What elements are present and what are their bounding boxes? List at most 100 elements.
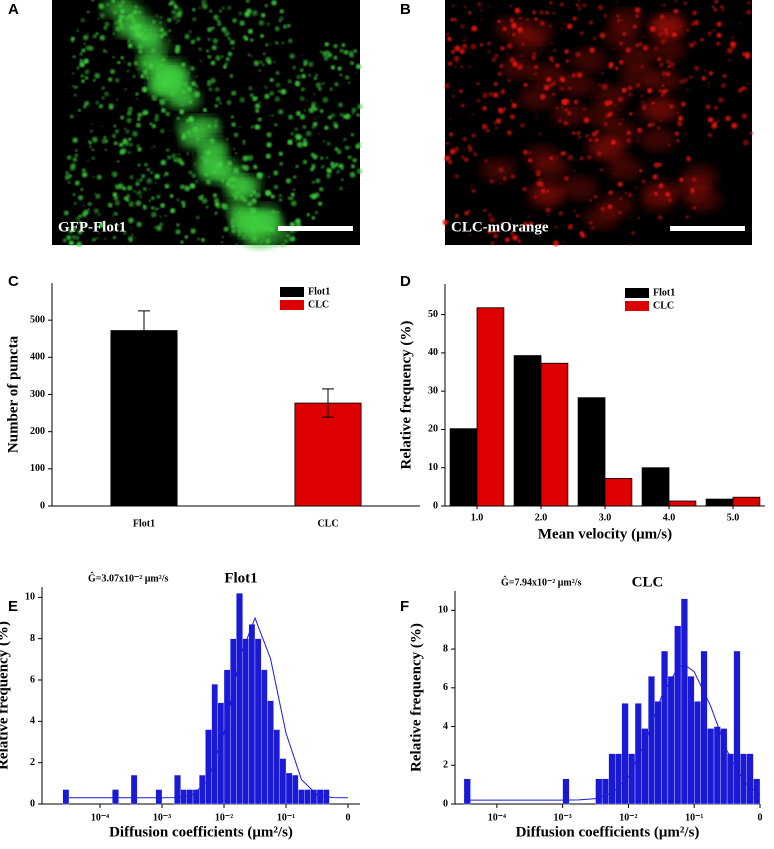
- speckle: [588, 138, 593, 142]
- speckle: [660, 93, 665, 98]
- speckle: [226, 100, 232, 105]
- speckle: [619, 60, 624, 65]
- speckle: [247, 28, 253, 34]
- speckle: [269, 192, 272, 195]
- speckle: [550, 42, 553, 45]
- speckle: [351, 164, 355, 169]
- speckle: [310, 152, 315, 157]
- histogram-bar: [615, 753, 622, 805]
- speckle: [454, 18, 458, 22]
- speckle: [585, 134, 589, 138]
- speckle: [683, 77, 688, 83]
- histogram-bar: [273, 729, 280, 805]
- speckle: [104, 91, 109, 97]
- speckle: [731, 41, 737, 48]
- y-axis-title: Relative frequency (%): [408, 623, 424, 772]
- speckle: [634, 186, 638, 190]
- speckle: [229, 74, 234, 79]
- speckle: [90, 129, 93, 133]
- speckle: [117, 60, 121, 65]
- speckle: [169, 129, 171, 132]
- speckle: [450, 17, 454, 22]
- speckle: [231, 193, 235, 197]
- speckle: [234, 195, 239, 200]
- y-tick-label: 0: [443, 798, 448, 809]
- speckle: [679, 114, 681, 117]
- speckle: [77, 108, 81, 112]
- speckle: [562, 151, 567, 156]
- speckle: [252, 190, 256, 195]
- speckle: [192, 17, 197, 22]
- speckle: [267, 175, 271, 179]
- speckle: [299, 114, 306, 120]
- speckle: [635, 43, 640, 48]
- speckle: [231, 46, 235, 50]
- speckle: [134, 5, 138, 9]
- speckle: [126, 39, 131, 43]
- speckle: [459, 89, 463, 94]
- speckle: [128, 151, 131, 154]
- speckle: [582, 3, 587, 8]
- speckle: [692, 40, 697, 46]
- speckle: [66, 235, 72, 240]
- legend-label: CLC: [308, 299, 329, 310]
- speckle: [74, 94, 77, 97]
- speckle: [493, 121, 497, 125]
- y-tick-label: 4: [443, 721, 448, 732]
- histogram-bar: [463, 778, 471, 805]
- speckle: [570, 224, 573, 227]
- speckle: [336, 172, 338, 175]
- speckle: [707, 31, 712, 36]
- speckle: [99, 12, 105, 19]
- speckle: [189, 183, 196, 189]
- speckle: [303, 109, 306, 112]
- speckle: [356, 168, 363, 175]
- speckle: [132, 74, 136, 79]
- speckle: [523, 222, 529, 228]
- x-tick-label: 4.0: [663, 512, 676, 523]
- speckle: [213, 14, 219, 20]
- speckle: [148, 199, 151, 202]
- speckle: [180, 103, 184, 107]
- speckle: [525, 36, 528, 39]
- speckle: [176, 116, 180, 120]
- speckle: [179, 130, 181, 133]
- speckle: [113, 211, 116, 214]
- speckle: [247, 53, 250, 56]
- speckle: [211, 44, 217, 51]
- speckle: [312, 121, 318, 127]
- speckle: [136, 179, 139, 182]
- speckle: [552, 11, 555, 15]
- speckle: [276, 210, 280, 214]
- speckle: [189, 134, 192, 138]
- speckle: [115, 26, 121, 32]
- speckle: [225, 138, 229, 141]
- speckle: [214, 104, 219, 108]
- histogram-bar: [628, 753, 636, 805]
- speckle: [251, 225, 257, 231]
- speckle: [274, 96, 281, 102]
- speckle: [617, 181, 623, 187]
- y-tick-label: 0: [433, 500, 438, 511]
- speckle: [539, 93, 546, 100]
- speckle: [294, 218, 301, 225]
- speckle: [180, 240, 184, 244]
- speckle: [71, 84, 74, 88]
- speckle: [468, 11, 472, 15]
- speckle: [283, 24, 287, 29]
- speckle: [190, 66, 195, 71]
- histogram-bar: [223, 669, 231, 805]
- speckle: [464, 35, 468, 38]
- speckle: [497, 20, 501, 23]
- speckle: [223, 66, 227, 69]
- speckle: [531, 51, 537, 57]
- speckle: [250, 38, 254, 42]
- speckle: [263, 225, 270, 231]
- speckle: [561, 106, 564, 109]
- speckle: [128, 142, 133, 147]
- speckle: [652, 174, 658, 180]
- speckle: [234, 152, 238, 155]
- histogram-bar: [62, 789, 70, 805]
- speckle: [639, 53, 641, 56]
- speckle: [144, 74, 150, 80]
